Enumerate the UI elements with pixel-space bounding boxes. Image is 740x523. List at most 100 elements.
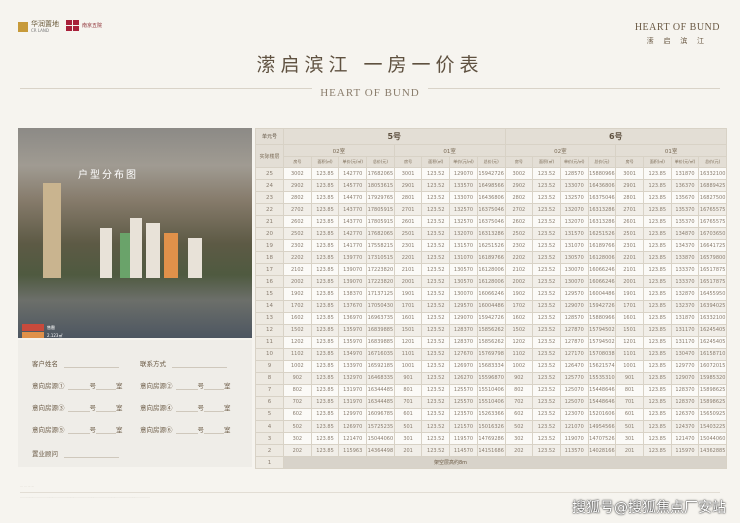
column-header: 房号 [283,156,312,168]
room-number-field[interactable] [96,426,116,434]
building-6-header: 6号 [504,128,727,145]
table-cell: 15942726 [476,311,506,325]
table-cell: 123.85 [642,311,672,325]
column-header: 房号 [393,156,423,168]
column-header: 面积(㎡) [421,156,451,168]
table-cell: 123.52 [532,444,561,458]
table-cell: 126270 [449,371,478,385]
table-cell: 121570 [449,419,478,434]
table-cell: 128370 [670,383,700,397]
table-cell: 1901 [393,287,423,301]
table-cell: 123.85 [642,347,672,361]
table-cell: 14769286 [476,432,506,446]
hao-label: 号 [89,426,97,434]
building-number-field[interactable] [67,426,90,434]
table-cell: 132870 [670,287,700,301]
table-cell: 131870 [670,311,700,325]
table-row: 19 2302 123.85 141770 17558215 2301 123.52 1315… [255,239,727,253]
table-cell: 123.52 [421,335,451,349]
table-cell: 131970 [338,383,368,397]
table-cell: 123.85 [642,287,672,301]
table-cell: 3002 [283,166,312,181]
table-cell: 143770 [338,203,368,217]
building-number-field[interactable] [175,426,198,434]
consultant-field[interactable] [64,450,119,458]
table-cell: 2901 [615,179,644,193]
table-cell: 15535310 [587,371,617,385]
room-number-field[interactable] [96,404,116,412]
table-cell: 1201 [615,335,644,349]
column-header: 单价(元/㎡) [559,156,589,168]
table-cell: 133070 [449,191,478,205]
floor-cell: 22 [255,203,284,217]
column-header: 总价(元) [366,156,395,168]
table-cell: 132570 [449,203,478,217]
customer-name-label: 客户姓名 [32,360,58,368]
table-row: 7 802 123.85 131970 16344485 801 123.52 125570 1… [255,383,727,397]
divider-label: HEART OF BUND [0,81,740,100]
table-cell: 132370 [670,299,700,313]
building-number-field[interactable] [67,404,90,412]
floor-cell: 15 [255,287,284,301]
table-cell: 132570 [559,191,589,205]
table-cell: 17050430 [366,299,395,313]
table-cell: 302 [283,432,312,446]
contact-label: 联系方式 [140,360,166,368]
table-cell: 16189766 [587,239,617,253]
table-cell: 123.52 [421,311,451,325]
floor-cell: 18 [255,251,284,265]
table-cell: 123.85 [310,166,340,181]
table-cell: 17223820 [366,275,395,289]
floor-cell: 12 [255,323,284,337]
table-cell: 16313286 [587,215,617,229]
table-cell: 16765575 [698,215,727,229]
table-cell: 115963 [338,444,368,458]
building-number-field[interactable] [67,382,90,390]
floor-cell: 6 [255,395,284,409]
table-cell: 123.52 [532,239,561,253]
table-cell: 123.52 [421,383,451,397]
table-cell: 123.85 [642,359,672,373]
table-cell: 15510406 [476,383,506,397]
contact-field[interactable] [172,360,227,368]
room-number-field[interactable] [204,382,224,390]
table-cell: 127870 [559,335,589,349]
table-cell: 123.52 [532,432,561,446]
customer-name-field[interactable] [64,360,119,368]
legend-swatch [22,324,44,331]
table-cell: 14362885 [698,444,727,458]
floor-cell: 23 [255,191,284,205]
table-cell: 17223820 [366,263,395,277]
building-number-field[interactable] [175,382,198,390]
table-cell: 15621574 [587,359,617,373]
table-cell: 123.52 [532,251,561,265]
table-cell: 131170 [670,335,700,349]
table-cell: 15044060 [366,432,395,446]
table-cell: 123.52 [421,191,451,205]
table-cell: 2302 [504,239,534,253]
building-number-field[interactable] [175,404,198,412]
floor-cell: 3 [255,432,284,446]
table-cell: 133870 [670,251,700,265]
table-cell: 16517875 [698,275,727,289]
table-cell: 123.85 [642,383,672,397]
table-row: 12 1502 123.85 135970 16839885 1501 123.52 1283… [255,323,727,337]
table-cell: 15794502 [587,335,617,349]
floor-cell: 21 [255,215,284,229]
table-row-ground: 1 架空层高约8m [255,456,727,470]
table-cell: 133570 [449,179,478,193]
table-cell: 501 [615,419,644,434]
table-row: 5 602 123.85 129970 16096785 601 123.52 123570 1… [255,407,727,421]
table-cell: 702 [504,395,534,409]
table-cell: 131070 [449,251,478,265]
table-cell: 121070 [559,419,589,434]
room-number-field[interactable] [204,426,224,434]
table-cell: 129070 [449,311,478,325]
table-cell: 123.52 [421,407,451,421]
floor-cell: 9 [255,359,284,373]
table-cell: 2101 [615,263,644,277]
table-cell: 1501 [393,323,423,337]
room-number-field[interactable] [96,382,116,390]
shi-label: 室 [116,404,123,412]
room-number-field[interactable] [204,404,224,412]
